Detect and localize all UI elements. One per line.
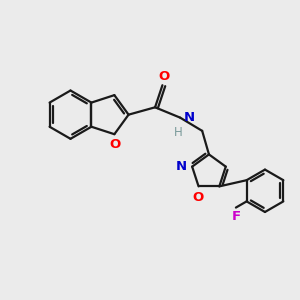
Text: O: O bbox=[158, 70, 169, 83]
Text: H: H bbox=[174, 126, 183, 139]
Text: N: N bbox=[176, 160, 187, 172]
Text: N: N bbox=[184, 110, 195, 124]
Text: O: O bbox=[109, 138, 121, 151]
Text: F: F bbox=[231, 210, 241, 223]
Text: O: O bbox=[192, 191, 204, 204]
